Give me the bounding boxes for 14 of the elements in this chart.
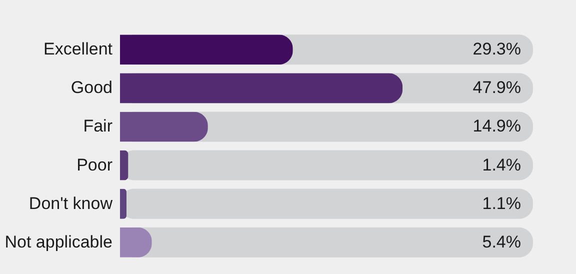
y-tick-label: Good: [70, 78, 112, 98]
data-label: 5.4%: [482, 232, 521, 252]
y-tick-label: Excellent: [44, 40, 113, 59]
y-tick-label: Poor: [76, 155, 113, 174]
y-tick-label: Fair: [83, 116, 113, 136]
data-label: 29.3%: [472, 40, 521, 59]
data-label: 14.9%: [472, 116, 521, 136]
bar: [120, 112, 208, 142]
data-label: 1.4%: [482, 155, 521, 174]
y-tick-label: Not applicable: [4, 232, 112, 252]
data-label: 1.1%: [482, 194, 521, 213]
data-label: 47.9%: [472, 78, 521, 98]
bar: [120, 150, 128, 180]
y-tick-label: Don't know: [28, 194, 114, 213]
